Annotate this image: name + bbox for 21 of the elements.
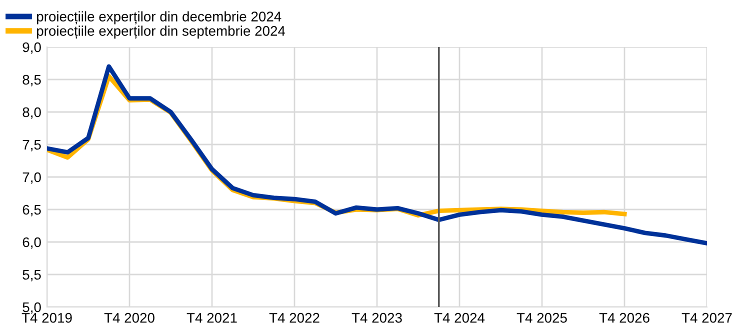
line-series: [47, 64, 707, 246]
y-tick-label: 8,0: [22, 107, 41, 119]
y-tick-label: 6,5: [22, 204, 41, 216]
legend-label: proiecțiile experților din decembrie 2024: [37, 11, 282, 24]
y-tick-label: 5,5: [22, 270, 41, 282]
x-tick-label: T4 2024: [434, 312, 485, 323]
y-tick-label: 9,0: [22, 42, 41, 54]
y-tick-label: 6,0: [22, 237, 41, 249]
legend-label: proiecțiile experților din septembrie 2024: [37, 26, 286, 39]
y-tick-label: 7,0: [22, 172, 41, 184]
x-tick-label: T4 2025: [516, 312, 567, 323]
x-tick-label: T4 2020: [104, 312, 154, 323]
y-tick-label: 7,5: [22, 140, 41, 152]
x-tick-label: T4 2021: [186, 312, 237, 323]
y-tick-label: 8,5: [22, 74, 41, 86]
x-tick-label: T4 2026: [599, 312, 650, 323]
y-tick-label: 5,0: [22, 302, 41, 314]
x-tick-label: T4 2019: [22, 312, 72, 323]
x-tick-label: T4 2023: [352, 312, 402, 323]
x-tick-label: T4 2027: [682, 312, 732, 323]
x-tick-label: T4 2022: [269, 312, 320, 323]
